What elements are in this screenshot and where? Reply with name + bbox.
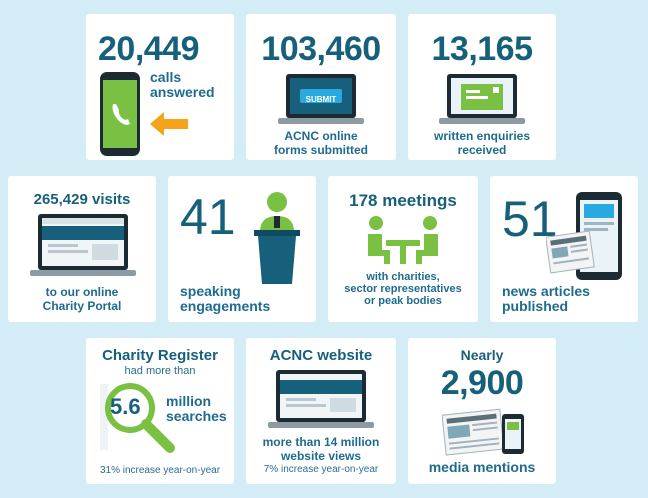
stat-number: 2,900 <box>440 364 524 402</box>
news-icon <box>546 192 622 280</box>
website-card: ACNC website more than 14 million websit… <box>246 338 396 484</box>
podium-icon <box>254 192 300 284</box>
stat-number: 103,460 <box>261 30 381 68</box>
laptop-icon <box>30 214 136 276</box>
enquiries-card: 13,165 written enquiries received <box>408 14 556 160</box>
stat-number: 178 <box>349 191 378 210</box>
laptop-icon <box>278 74 364 124</box>
stat-number: 51 <box>502 191 558 247</box>
calls-card: 20,449 calls answered <box>86 14 234 160</box>
label-line: million <box>166 393 212 409</box>
portal-card: 265,429 visits to our online Charity Por… <box>8 176 156 322</box>
stat-number: 20,449 <box>98 30 200 68</box>
meeting-icon <box>368 216 438 264</box>
label-line: media mentions <box>428 459 536 475</box>
laptop-icon <box>439 74 525 124</box>
meetings-card: 178 meetings with charities, sector repr… <box>328 176 478 322</box>
forms-card: 103,460 SUBMIT ACNC online forms submitt… <box>246 14 396 160</box>
label-line: forms submitted <box>273 143 368 157</box>
label-line: answered <box>150 84 215 100</box>
stat-heading: 265,429 visits <box>8 192 156 207</box>
card-subheading: had more than <box>124 365 196 377</box>
label-line: engagements <box>180 298 271 314</box>
label-line: speaking <box>180 283 241 299</box>
phone-icon <box>100 72 140 156</box>
label-line: or peak bodies <box>364 295 442 307</box>
card-heading: ACNC website <box>269 347 373 364</box>
card-heading: Charity Register <box>102 347 218 364</box>
magnifier-icon <box>100 383 175 453</box>
label-line: to our online <box>45 285 119 299</box>
stat-number: 41 <box>180 189 236 245</box>
label-line: with charities, <box>366 271 440 283</box>
label-line: searches <box>166 408 227 424</box>
arrow-icon <box>150 112 188 136</box>
laptop-icon <box>268 370 374 428</box>
stat-heading: 178 meetings <box>328 192 478 209</box>
label-line: written enquiries <box>433 129 531 143</box>
stat-number: 13,165 <box>431 30 534 68</box>
card-heading: Nearly <box>460 347 504 363</box>
label-line: sector representatives <box>344 283 462 295</box>
news-card: 51 news articles published <box>490 176 638 322</box>
stat-suffix: meetings <box>382 191 457 210</box>
stat-number: 5.6 <box>110 394 141 419</box>
label-line: more than 14 million <box>262 435 380 449</box>
label-line: published <box>502 298 569 314</box>
label-line: ACNC online <box>284 129 358 143</box>
speaking-card: 41 speaking engagements <box>168 176 316 322</box>
media-card: Nearly 2,900 media mentions <box>408 338 556 484</box>
card-note: 7% increase year-on-year <box>263 464 379 475</box>
label-line: news articles <box>502 283 590 299</box>
stat-number: 265,429 <box>33 191 88 208</box>
label-line: Charity Portal <box>42 299 122 313</box>
card-note: 31% increase year-on-year <box>99 465 221 476</box>
register-card: Charity Register had more than 5.6 milli… <box>86 338 234 484</box>
submit-button: SUBMIT <box>305 95 337 104</box>
label-line: website views <box>280 449 362 463</box>
media-icon <box>442 408 524 456</box>
label-line: calls <box>150 69 182 85</box>
stat-suffix: visits <box>92 191 131 208</box>
label-line: received <box>457 143 507 157</box>
